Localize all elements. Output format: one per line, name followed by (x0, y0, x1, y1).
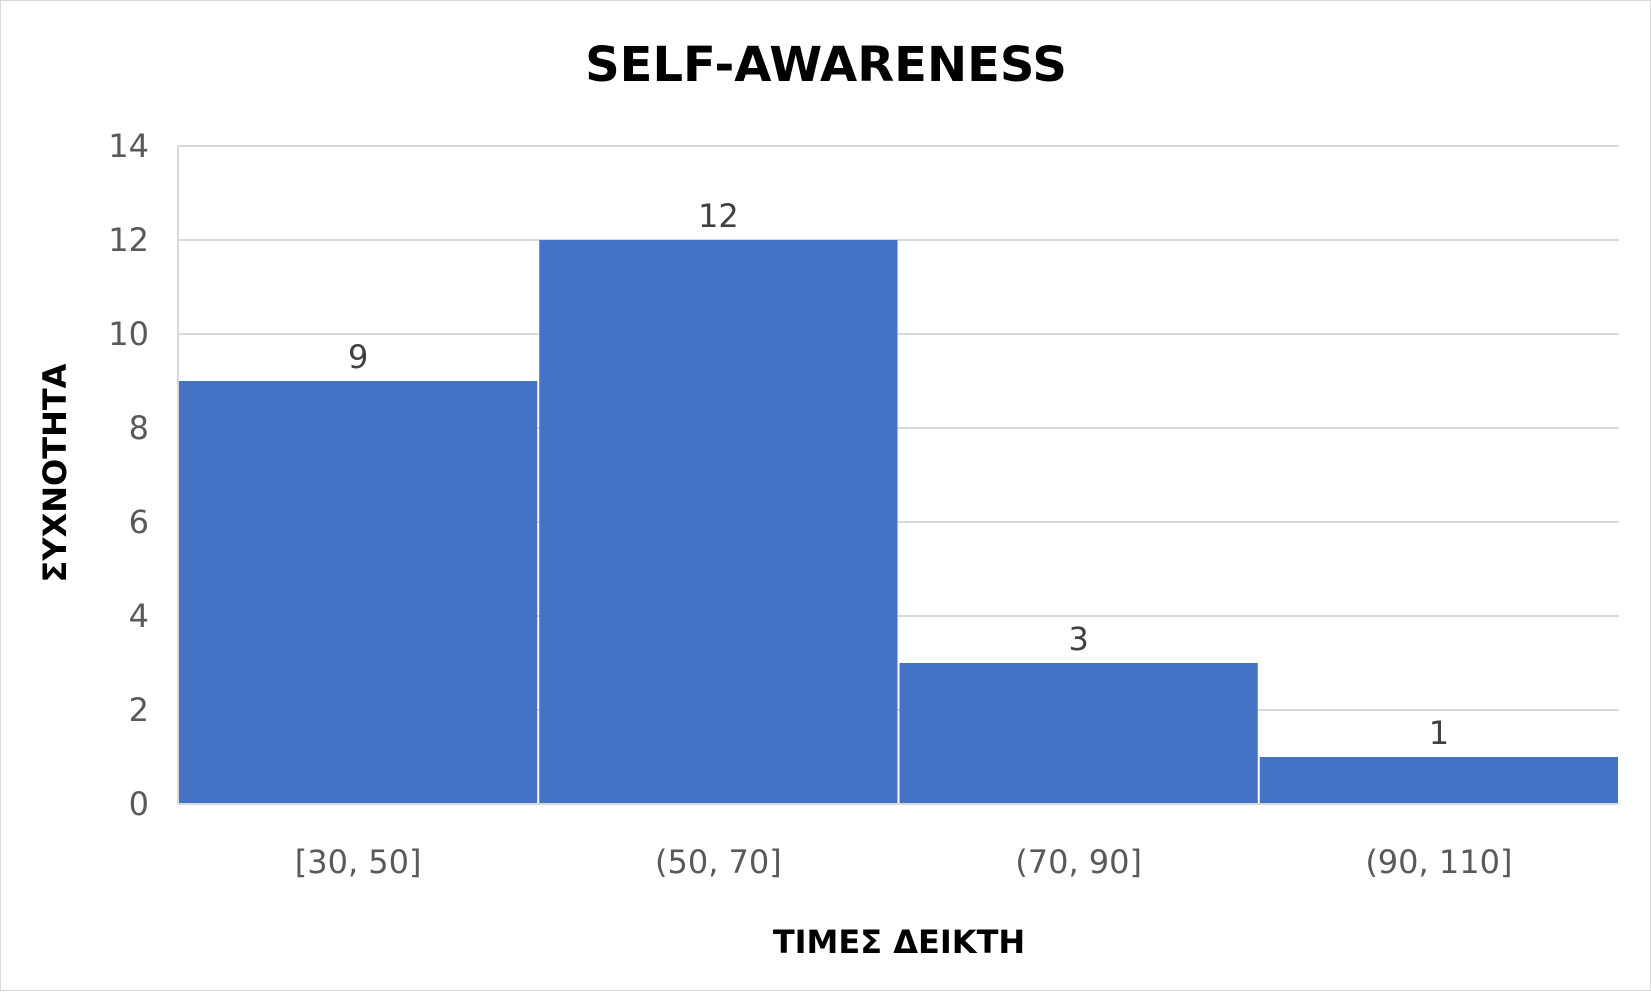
x-tick-label: (50, 70] (655, 843, 782, 881)
y-tick-label: 12 (108, 221, 149, 259)
bar (539, 240, 898, 804)
y-tick-label: 4 (129, 597, 149, 635)
y-tick-label: 2 (129, 691, 149, 729)
x-axis-title: ΤΙΜΕΣ ΔΕΙΚΤΗ (773, 923, 1025, 961)
data-label: 1 (1429, 714, 1449, 752)
bar (179, 381, 538, 804)
data-label: 9 (348, 338, 368, 376)
y-tick-label: 6 (129, 503, 149, 541)
bars (179, 240, 1618, 804)
data-label: 3 (1068, 620, 1088, 658)
y-tick-label: 0 (129, 785, 149, 823)
bar (1259, 757, 1618, 804)
x-tick-label: (90, 110] (1365, 843, 1512, 881)
x-tick-label: (70, 90] (1015, 843, 1142, 881)
data-label: 12 (698, 197, 739, 235)
bar (899, 663, 1258, 804)
x-axis-ticks: [30, 50] (50, 70] (70, 90] (90, 110] (295, 843, 1513, 881)
chart-title: SELF-AWARENESS (585, 37, 1067, 93)
x-tick-label: [30, 50] (295, 843, 422, 881)
y-axis-ticks: 0 2 4 6 8 10 12 14 (108, 127, 149, 823)
y-tick-label: 10 (108, 315, 149, 353)
y-tick-label: 8 (129, 409, 149, 447)
y-axis-title: ΣΥΧΝΟΤΗΤΑ (36, 363, 74, 582)
data-labels: 9 12 3 1 (348, 197, 1449, 752)
y-tick-label: 14 (108, 127, 149, 165)
